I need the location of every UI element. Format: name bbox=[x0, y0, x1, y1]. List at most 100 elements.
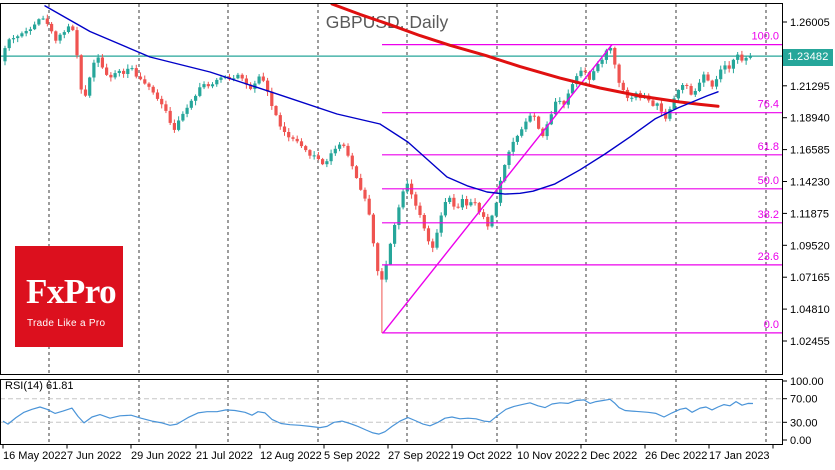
fibonacci-retracement[interactable]: 100.0 76.4 61.8 50.0 38.2 23.6 0.0 bbox=[382, 31, 782, 334]
price-tick-label: 1.07165 bbox=[790, 272, 830, 284]
candle-body bbox=[435, 232, 439, 248]
candle-body bbox=[630, 97, 634, 99]
fib-level-label: 100.0 bbox=[751, 31, 779, 43]
candle-body bbox=[659, 103, 663, 112]
candle-body bbox=[249, 84, 253, 89]
candle-body bbox=[693, 91, 697, 95]
price-tick-label: 1.18940 bbox=[790, 113, 830, 125]
candle-body bbox=[388, 243, 392, 265]
chart-title: GBPUSD, Daily bbox=[326, 12, 449, 32]
candle-body bbox=[316, 155, 320, 160]
candle-body bbox=[545, 124, 549, 137]
candle-body bbox=[181, 113, 185, 121]
candle-body bbox=[570, 84, 575, 94]
fib-level-label: 61.8 bbox=[758, 141, 779, 153]
candle-body bbox=[490, 215, 494, 227]
candle-body bbox=[168, 110, 172, 123]
trend-line[interactable] bbox=[382, 44, 613, 334]
price-tick-label: 1.04810 bbox=[790, 304, 830, 316]
candle-body bbox=[3, 48, 7, 62]
candle-body bbox=[194, 95, 198, 101]
candle-body bbox=[473, 202, 477, 204]
candle-body bbox=[617, 64, 621, 83]
candle-body bbox=[312, 155, 316, 157]
ma-fast-red-line bbox=[330, 4, 720, 108]
rsi-line bbox=[2, 398, 754, 435]
candle-body bbox=[257, 76, 261, 84]
fib-level-label: 50.0 bbox=[758, 175, 779, 187]
candle-body bbox=[723, 65, 727, 70]
candle-body bbox=[126, 68, 130, 74]
candle-body bbox=[236, 74, 240, 79]
candle-body bbox=[185, 107, 189, 114]
candle-body bbox=[697, 82, 702, 91]
candle-body bbox=[151, 86, 155, 93]
candle-body bbox=[710, 80, 714, 87]
candle-body bbox=[486, 216, 490, 227]
candle-body bbox=[338, 144, 342, 149]
candle-body bbox=[651, 100, 655, 106]
date-label: 29 Jun 2022 bbox=[131, 450, 192, 462]
candle-body bbox=[41, 18, 45, 20]
candle-body bbox=[45, 18, 49, 24]
candle-body bbox=[134, 68, 138, 77]
candle-body bbox=[477, 202, 481, 213]
candle-body bbox=[443, 202, 447, 216]
fxpro-logo: FxPro Trade Like a Pro bbox=[15, 246, 123, 347]
candle-body bbox=[558, 100, 562, 102]
candle-body bbox=[96, 57, 100, 63]
date-label: 10 Nov 2022 bbox=[517, 450, 579, 462]
rsi-pane-border bbox=[0, 379, 783, 445]
candle-body bbox=[37, 19, 41, 25]
candle-body bbox=[7, 39, 11, 49]
candle-body bbox=[587, 72, 591, 80]
candle-body bbox=[748, 56, 752, 58]
pane-borders bbox=[0, 3, 783, 445]
candle-body bbox=[79, 55, 83, 90]
candle-body bbox=[422, 215, 426, 229]
candle-body bbox=[494, 202, 498, 216]
fxpro-logo-wordmark: FxPro bbox=[26, 272, 117, 311]
date-label: 16 May 2022 bbox=[3, 450, 67, 462]
candle-body bbox=[240, 74, 244, 79]
candle-body bbox=[50, 23, 54, 32]
trendline[interactable] bbox=[382, 44, 613, 334]
candle-body bbox=[702, 74, 706, 83]
candle-body bbox=[681, 85, 685, 90]
candle-body bbox=[206, 84, 210, 87]
candle-body bbox=[604, 50, 608, 60]
candle-body bbox=[92, 62, 96, 78]
candle-body bbox=[219, 77, 223, 80]
candle-body bbox=[465, 199, 469, 206]
candle-body bbox=[155, 92, 160, 99]
candle-body bbox=[278, 115, 282, 127]
candle-body bbox=[160, 98, 164, 105]
candle-body bbox=[609, 48, 613, 51]
candle-body bbox=[482, 212, 486, 217]
price-tick-label: 1.16585 bbox=[790, 145, 830, 157]
price-tick-label: 1.26005 bbox=[790, 17, 830, 29]
candle-body bbox=[418, 205, 422, 215]
candle-body bbox=[143, 79, 147, 84]
candle-body bbox=[367, 198, 371, 215]
candle-body bbox=[714, 79, 719, 87]
candle-body bbox=[244, 78, 248, 85]
candle-body bbox=[122, 70, 126, 74]
candle-body bbox=[689, 86, 693, 95]
date-label: 2 Dec 2022 bbox=[581, 450, 637, 462]
candle-body bbox=[554, 101, 558, 115]
candle-body bbox=[575, 76, 579, 85]
current-price-badge: 1.23482 bbox=[783, 49, 833, 66]
price-tick-label: 1.09520 bbox=[790, 240, 830, 252]
candle-body bbox=[16, 36, 20, 39]
candle-body bbox=[295, 138, 299, 142]
candle-body bbox=[401, 191, 405, 208]
candle-body bbox=[62, 32, 66, 35]
candle-body bbox=[11, 38, 16, 40]
candle-body bbox=[189, 100, 193, 108]
candle-body bbox=[117, 70, 121, 73]
candle-body bbox=[350, 155, 354, 167]
fib-level-label: 38.2 bbox=[758, 209, 779, 221]
candle-body bbox=[261, 76, 265, 81]
